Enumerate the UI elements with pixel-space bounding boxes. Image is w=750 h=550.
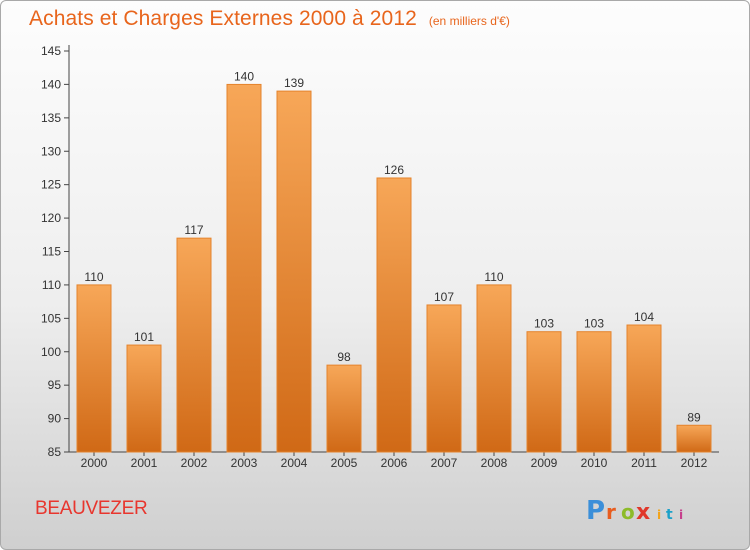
bar-2010 (576, 331, 612, 453)
x-axis: 2000 2001 2002 2003 2004 2005 2006 2007 2008 2009… (69, 451, 719, 470)
y-tick-label: 90 (48, 412, 62, 426)
y-tick-label: 135 (41, 111, 61, 125)
value-label: 110 (484, 270, 503, 284)
bar-2007 (426, 304, 462, 453)
x-tick-label: 2005 (331, 456, 358, 470)
title-line: Achats et Charges Externes 2000 à 2012 (e… (29, 7, 510, 31)
logo-letter: P (586, 496, 605, 526)
place-name: BEAUVEZER (35, 498, 148, 519)
bar-2005 (326, 364, 362, 453)
x-tick-label: 2002 (181, 456, 208, 470)
x-tick-label: 2004 (281, 456, 308, 470)
y-tick-label: 125 (41, 178, 61, 192)
bar-2008 (476, 284, 512, 453)
value-label: 98 (337, 350, 351, 364)
value-label: 89 (687, 410, 701, 424)
logo-letter: t (666, 507, 673, 523)
value-label: 101 (134, 330, 154, 344)
x-tick-label: 2000 (81, 456, 108, 470)
bar-2009 (526, 331, 562, 453)
bars-group (76, 83, 712, 453)
value-labels-group: 110 101 117 140 139 98 126 107 110 103 103 104 89 (84, 69, 701, 424)
bar-2000 (76, 284, 112, 453)
y-tick-label: 145 (41, 44, 61, 58)
value-label: 126 (384, 163, 404, 177)
x-tick-label: 2010 (581, 456, 608, 470)
bar-2003 (226, 83, 262, 453)
x-tick-label: 2011 (631, 456, 657, 470)
logo-letter: o (621, 500, 635, 524)
y-tick-label: 100 (41, 345, 61, 359)
value-label: 104 (634, 310, 654, 324)
bar-2012 (676, 424, 712, 453)
x-tick-label: 2012 (681, 456, 708, 470)
y-tick-label: 105 (41, 311, 61, 325)
bar-2011 (626, 324, 662, 453)
value-label: 103 (534, 317, 554, 331)
value-label: 139 (284, 76, 304, 90)
value-label: 103 (584, 317, 604, 331)
y-tick-label: 120 (41, 211, 61, 225)
y-tick-label: 95 (48, 378, 62, 392)
logo-letter: i (679, 508, 683, 522)
y-tick-label: 130 (41, 144, 61, 158)
x-tick-label: 2009 (531, 456, 558, 470)
x-tick-label: 2003 (231, 456, 258, 470)
value-label: 117 (184, 223, 203, 237)
logo-letter: i (657, 508, 661, 522)
value-label: 107 (434, 290, 454, 304)
x-tick-label: 2007 (431, 456, 458, 470)
y-tick-label: 110 (42, 278, 61, 292)
chart-unit: (en milliers d'€) (428, 14, 510, 28)
value-label: 110 (84, 270, 103, 284)
x-tick-label: 2001 (131, 456, 158, 470)
y-tick-label: 140 (41, 77, 61, 91)
x-tick-label: 2006 (381, 456, 408, 470)
bar-2004 (276, 90, 312, 453)
x-tick-label: 2008 (481, 456, 508, 470)
bar-2006 (376, 177, 412, 453)
bar-2001 (126, 344, 162, 453)
y-tick-label: 85 (48, 445, 62, 459)
y-axis: 85 90 95 100 105 110 115 120 125 130 135 140 145 (41, 44, 70, 459)
logo-letter: r (606, 500, 616, 524)
value-label: 140 (234, 69, 254, 83)
chart-title: Achats et Charges Externes 2000 à 2012 (29, 7, 417, 30)
y-tick-label: 115 (42, 245, 61, 259)
bar-2002 (176, 237, 212, 453)
logo-letter: x (636, 500, 650, 525)
